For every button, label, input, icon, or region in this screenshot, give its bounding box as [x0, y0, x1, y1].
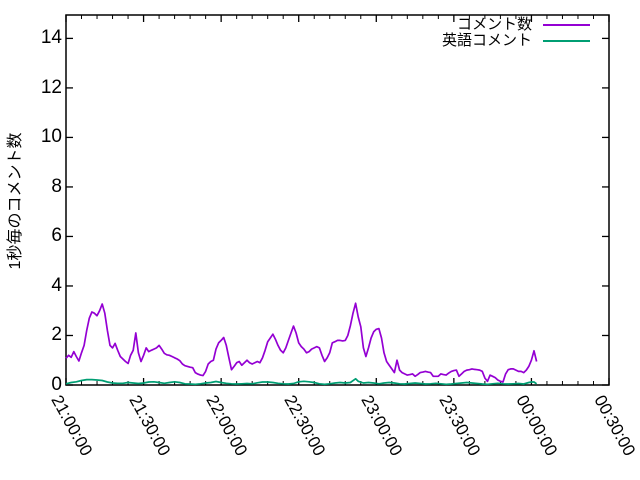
legend: コメント数 英語コメント: [442, 17, 590, 49]
y-tick-label: 12: [40, 76, 62, 98]
y-tick-label: 2: [51, 324, 62, 346]
y-tick-label: 14: [40, 27, 62, 49]
legend-line-sample-english-comments: [543, 40, 590, 42]
legend-line-sample-comments: [543, 24, 590, 26]
series-line-comments: [65, 302, 538, 383]
y-tick-label: 6: [51, 225, 62, 247]
legend-row-comments: コメント数: [442, 17, 590, 33]
legend-label-english-comments: 英語コメント: [441, 32, 532, 49]
legend-label-comments: コメント数: [456, 16, 532, 33]
y-tick-label: 0: [51, 374, 62, 395]
y-tick-label: 4: [51, 274, 62, 296]
plot-border: [65, 14, 610, 386]
legend-row-english-comments: 英語コメント: [442, 33, 590, 49]
y-tick-label: 8: [51, 175, 62, 197]
series-line-english-comments: [65, 377, 538, 386]
y-tick-label: 10: [40, 126, 62, 148]
